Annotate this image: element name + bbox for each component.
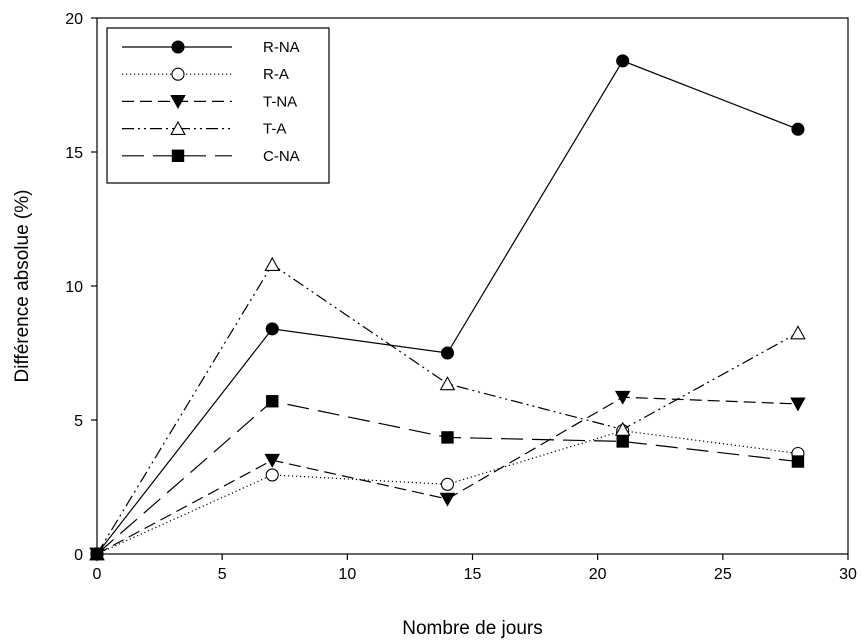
data-point: [439, 492, 456, 507]
series-line: [96, 263, 799, 555]
series-t-a: [89, 256, 806, 561]
data-point: [90, 547, 104, 561]
x-tick-label: 20: [589, 566, 607, 583]
series-line: [96, 400, 799, 555]
y-axis-title: Différence absolue (%): [12, 190, 33, 383]
legend-box: [106, 27, 330, 184]
data-point: [266, 395, 279, 408]
legend-item: T-NA: [122, 93, 297, 110]
data-point: [440, 477, 455, 491]
data-point: [265, 468, 279, 482]
data-point: [264, 453, 280, 468]
axes: 0 5 10 15 20 25 30 0 5 10 15 20: [65, 11, 857, 583]
legend: R-NA R-A T-NA T-A C-NA: [106, 27, 330, 184]
legend-label: C-NA: [263, 148, 300, 165]
series-t-na: [89, 390, 806, 562]
legend-label: R-A: [263, 66, 289, 83]
data-point: [614, 390, 631, 405]
data-point: [790, 397, 806, 412]
legend-label: T-NA: [263, 93, 297, 110]
data-point: [439, 376, 456, 391]
data-point: [791, 455, 805, 468]
legend-item: T-A: [122, 121, 286, 138]
legend-label: T-A: [263, 121, 286, 138]
y-tick-label: 15: [65, 145, 83, 162]
legend-marker: [170, 120, 186, 136]
x-tick-label: 5: [218, 566, 227, 583]
series-line: [96, 430, 799, 555]
data-point: [265, 322, 279, 336]
legend-marker: [170, 95, 186, 109]
y-tick-label: 10: [65, 279, 83, 296]
y-tick-label: 0: [74, 547, 83, 564]
series-c-na: [90, 395, 805, 561]
x-tick-label: 10: [338, 566, 356, 583]
legend-marker: [171, 40, 185, 54]
data-point: [440, 346, 455, 360]
data-point: [790, 325, 806, 340]
legend-item: R-A: [122, 66, 289, 83]
legend-marker: [171, 149, 185, 163]
x-axis-title: Nombre de jours: [402, 618, 542, 639]
legend-item: R-NA: [122, 39, 300, 56]
y-tick-label: 20: [65, 11, 83, 28]
legend-label: R-NA: [263, 39, 300, 56]
x-tick-label: 30: [839, 566, 857, 583]
data-point: [441, 431, 454, 444]
data-point: [791, 122, 805, 136]
x-tick-label: 0: [93, 566, 102, 583]
data-point: [264, 256, 281, 271]
legend-item: C-NA: [122, 148, 300, 165]
data-point: [616, 54, 630, 68]
series-r-a: [90, 424, 805, 561]
legend-marker: [171, 67, 185, 81]
data-point: [616, 435, 629, 448]
x-tick-label: 25: [714, 566, 732, 583]
series-line: [96, 396, 798, 555]
y-tick-label: 5: [74, 413, 83, 430]
series-layer: [89, 54, 806, 562]
x-tick-label: 15: [464, 566, 482, 583]
